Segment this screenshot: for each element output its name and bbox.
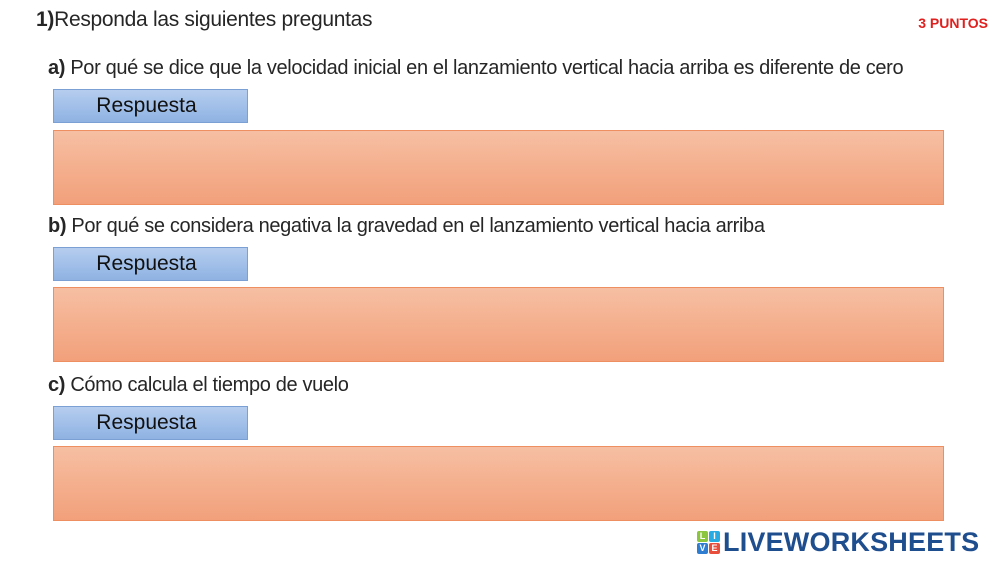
question-c: c) Cómo calcula el tiempo de vuelo bbox=[48, 374, 349, 397]
question-text: Cómo calcula el tiempo de vuelo bbox=[70, 374, 349, 396]
response-label-c: Respuesta bbox=[53, 406, 248, 440]
question-letter: a) bbox=[48, 57, 66, 79]
question-a: a) Por qué se dice que la velocidad inic… bbox=[48, 57, 904, 80]
tile-v: V bbox=[697, 542, 708, 554]
live-tiles-icon: L I V E bbox=[697, 530, 720, 554]
response-label-a: Respuesta bbox=[53, 89, 248, 123]
answer-box-c[interactable] bbox=[53, 446, 944, 521]
question-text: Por qué se dice que la velocidad inicial… bbox=[70, 57, 904, 79]
question-b: b) Por qué se considera negativa la grav… bbox=[48, 215, 765, 238]
points-badge: 3 PUNTOS bbox=[918, 15, 988, 31]
question-letter: c) bbox=[48, 374, 66, 396]
question-text: Por qué se considera negativa la graveda… bbox=[71, 215, 765, 237]
answer-box-b[interactable] bbox=[53, 287, 944, 362]
tile-i: I bbox=[709, 530, 720, 542]
response-label-b: Respuesta bbox=[53, 247, 248, 281]
tile-e: E bbox=[709, 542, 720, 554]
exercise-number: 1) bbox=[36, 8, 55, 31]
question-letter: b) bbox=[48, 215, 67, 237]
logo-text: LIVEWORKSHEETS bbox=[723, 526, 980, 557]
answer-box-a[interactable] bbox=[53, 130, 944, 205]
exercise-title: 1)Responda las siguientes preguntas bbox=[36, 8, 373, 32]
liveworksheets-logo: L I V E LIVEWORKSHEETS bbox=[697, 526, 980, 557]
tile-l: L bbox=[697, 530, 708, 542]
exercise-title-text: Responda las siguientes preguntas bbox=[54, 8, 373, 31]
